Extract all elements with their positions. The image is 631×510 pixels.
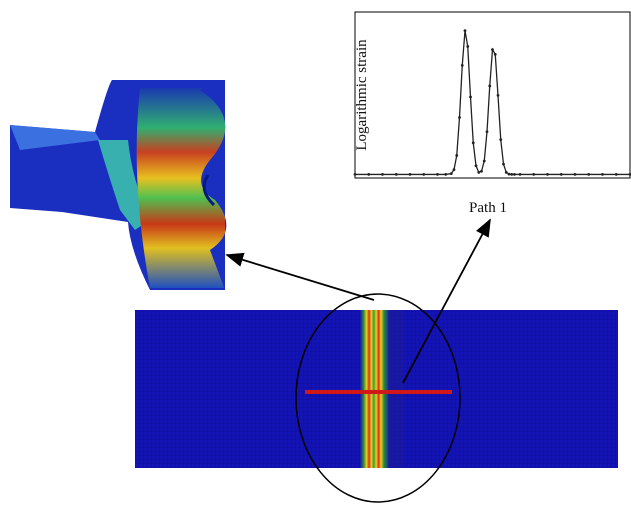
data-point [486,130,489,133]
data-point [453,168,456,171]
data-point [367,173,370,176]
data-point [409,173,412,176]
data-point [472,141,475,144]
data-point [508,173,511,176]
data-point [483,160,486,163]
data-point [519,173,522,176]
data-point [510,173,513,176]
data-point [466,45,469,48]
data-point [450,172,453,175]
y-axis-label: Logarithmic strain [354,39,370,151]
data-point [513,173,516,176]
zoom-view [10,80,226,290]
data-point [587,173,590,176]
data-point [532,173,535,176]
data-point [546,173,549,176]
data-point [491,48,494,51]
data-point [461,64,464,67]
data-point [480,170,483,173]
data-point [458,116,461,119]
data-point [422,173,425,176]
band-shadow [388,310,404,468]
data-point [455,154,458,157]
data-point [560,173,563,176]
data-point [464,29,467,32]
data-point [502,163,505,166]
data-point [381,173,384,176]
data-point [494,53,497,56]
data-point [574,173,577,176]
data-point [395,173,398,176]
figure: Path 1 Logarithmic strain [0,0,631,505]
data-point [477,171,480,174]
data-point [497,94,500,97]
data-point [444,173,447,176]
data-point [475,164,478,167]
data-point [505,171,508,174]
strain-band [360,310,390,468]
data-point [488,85,491,88]
data-point [469,96,472,99]
data-point [354,173,357,176]
data-point [499,138,502,141]
data-point [436,173,439,176]
x-axis-label: Path 1 [469,200,507,216]
data-point [615,173,618,176]
data-point [601,173,604,176]
arrow [227,255,374,300]
plot-frame [355,12,630,178]
